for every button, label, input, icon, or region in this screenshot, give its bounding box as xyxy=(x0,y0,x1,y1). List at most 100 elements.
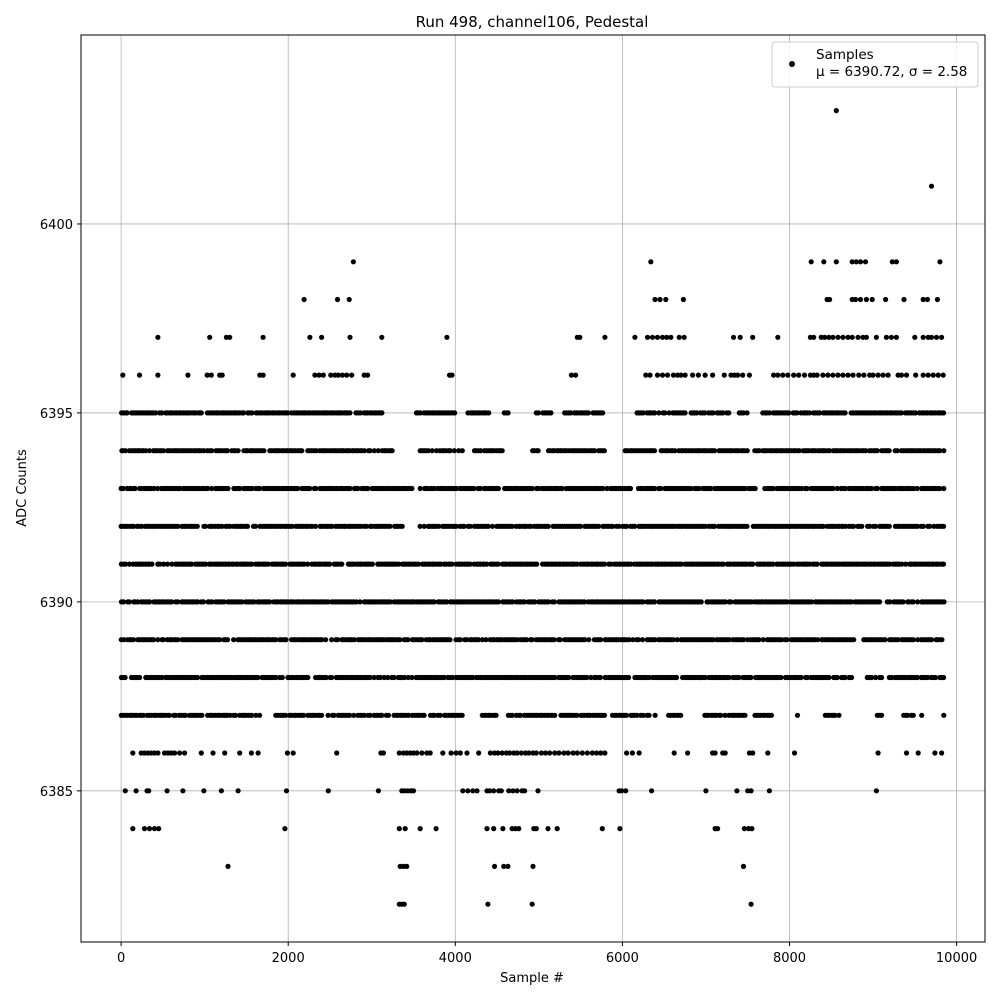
data-point xyxy=(440,750,446,756)
data-point xyxy=(873,334,880,340)
data-point xyxy=(425,448,431,454)
data-point xyxy=(756,448,762,454)
data-point xyxy=(912,334,918,340)
data-point xyxy=(796,448,803,454)
data-point xyxy=(862,259,869,265)
data-point xyxy=(937,485,943,492)
data-point xyxy=(459,712,465,718)
data-point xyxy=(353,599,359,605)
data-point xyxy=(830,334,836,340)
data-point xyxy=(935,372,941,378)
data-point xyxy=(443,599,450,605)
data-point xyxy=(930,372,936,378)
data-point xyxy=(169,599,175,605)
data-point xyxy=(164,788,170,794)
data-point xyxy=(902,561,909,567)
data-point xyxy=(826,674,832,681)
data-point xyxy=(231,637,237,643)
data-point xyxy=(357,410,364,416)
data-point xyxy=(257,485,263,492)
data-point xyxy=(801,372,808,378)
data-point xyxy=(640,599,646,605)
data-point xyxy=(885,372,891,378)
data-point xyxy=(690,372,696,378)
y-tick-label: 6385 xyxy=(40,785,73,800)
data-point xyxy=(456,448,462,454)
data-point xyxy=(363,523,369,529)
data-point xyxy=(722,712,728,718)
data-point xyxy=(600,485,606,492)
data-point xyxy=(461,523,467,529)
data-point xyxy=(161,448,167,454)
data-point xyxy=(794,712,801,718)
data-point xyxy=(252,523,259,529)
data-point xyxy=(347,334,353,340)
data-point xyxy=(654,372,661,378)
data-point xyxy=(396,750,402,756)
data-point xyxy=(429,448,435,454)
data-point xyxy=(399,523,405,529)
data-point xyxy=(623,523,630,529)
data-point xyxy=(464,750,470,756)
data-point xyxy=(804,674,811,681)
data-point xyxy=(658,485,664,492)
data-point xyxy=(260,334,266,340)
data-point xyxy=(284,750,290,756)
chart-title: Run 498, channel106, Pedestal xyxy=(416,13,649,31)
data-point xyxy=(535,410,542,416)
data-point xyxy=(785,372,791,378)
x-tick-label: 4000 xyxy=(439,951,472,966)
data-point xyxy=(912,410,919,416)
data-point xyxy=(901,296,907,303)
data-point xyxy=(417,485,423,492)
data-point xyxy=(718,712,724,718)
data-point xyxy=(849,259,855,265)
data-point xyxy=(696,485,702,492)
data-point xyxy=(198,410,204,416)
data-point xyxy=(123,561,129,567)
data-point xyxy=(915,599,921,605)
data-point xyxy=(568,372,575,378)
data-point xyxy=(233,712,239,718)
legend: Samples μ = 6390.72, σ = 2.58 xyxy=(771,41,979,88)
data-point xyxy=(601,448,608,454)
data-point xyxy=(872,674,879,681)
data-point xyxy=(249,712,255,718)
data-point xyxy=(367,674,373,681)
data-point xyxy=(485,901,491,907)
data-point xyxy=(547,750,553,756)
data-point xyxy=(389,448,395,454)
data-point xyxy=(744,523,750,529)
data-point xyxy=(169,561,175,567)
data-point xyxy=(514,750,520,756)
data-point xyxy=(133,788,139,794)
data-point xyxy=(450,674,456,681)
data-point xyxy=(237,750,243,756)
data-point xyxy=(913,372,919,378)
data-point xyxy=(451,448,457,454)
data-point xyxy=(914,674,921,681)
legend-box xyxy=(771,41,979,88)
data-point xyxy=(457,637,463,643)
data-point xyxy=(510,788,516,794)
data-point xyxy=(405,712,412,718)
data-point xyxy=(542,750,549,756)
y-tick-label: 6395 xyxy=(40,407,73,422)
data-point xyxy=(151,637,157,643)
data-point xyxy=(702,372,708,378)
data-point xyxy=(652,637,658,643)
data-point xyxy=(640,712,646,718)
data-point xyxy=(722,750,728,756)
data-point xyxy=(301,712,307,718)
data-point xyxy=(415,561,422,567)
data-point xyxy=(574,712,580,718)
data-point xyxy=(135,599,141,605)
data-point xyxy=(290,750,296,756)
data-point xyxy=(185,372,191,378)
data-point xyxy=(498,788,504,794)
data-point xyxy=(852,296,859,303)
data-point xyxy=(307,334,313,340)
data-point xyxy=(331,712,337,718)
data-point xyxy=(598,750,604,756)
data-point xyxy=(351,637,357,643)
